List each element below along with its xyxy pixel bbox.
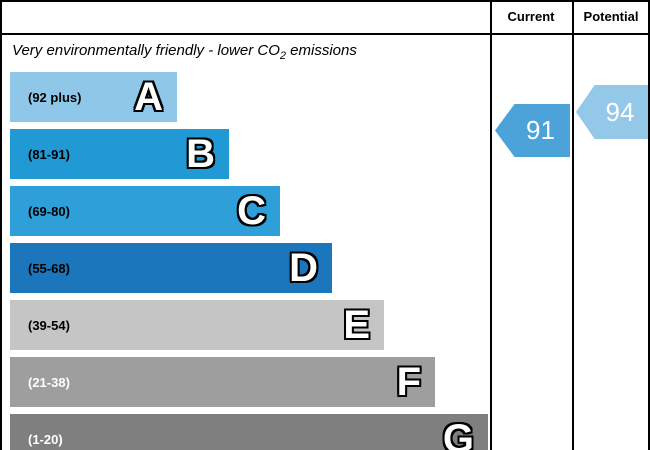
- rating-bar-a: (92 plus) A: [10, 72, 177, 122]
- chart-title-text-end: emissions: [286, 42, 357, 59]
- band-letter: E: [343, 303, 370, 347]
- band-range-label: (69-80): [28, 203, 70, 219]
- rating-bar-b: (81-91) B: [10, 129, 229, 179]
- chart-title-subscript: 2: [279, 50, 286, 62]
- current-value: 91: [526, 115, 555, 145]
- band-letter: C: [237, 189, 266, 233]
- rating-bar-e: (39-54) E: [10, 300, 384, 350]
- rating-bar-f: (21-38) F: [10, 357, 435, 407]
- band-letter: A: [134, 75, 163, 119]
- chart-title: Very environmentally friendly - lower CO…: [12, 42, 357, 62]
- current-value-pointer: 91: [495, 104, 570, 157]
- rating-bar-g: (1-20) G: [10, 414, 488, 450]
- header-divider-line: [2, 33, 648, 35]
- potential-value: 94: [605, 96, 635, 127]
- band-range-label: (81-91): [28, 146, 70, 162]
- current-column-divider: [490, 2, 492, 450]
- chart-title-text: Very environmentally friendly - lower CO: [12, 42, 280, 59]
- band-letter: D: [289, 246, 318, 290]
- potential-value-pointer: 94: [576, 85, 648, 139]
- band-range-label: (92 plus): [28, 89, 82, 105]
- current-column-header: Current: [507, 9, 555, 24]
- band-letter: G: [442, 417, 474, 450]
- potential-column-divider: [572, 2, 574, 450]
- band-range-label: (55-68): [28, 260, 70, 276]
- rating-bar-d: (55-68) D: [10, 243, 332, 293]
- potential-column-header: Potential: [583, 9, 639, 24]
- band-range-label: (39-54): [28, 317, 70, 333]
- rating-bar-c: (69-80) C: [10, 186, 280, 236]
- band-letter: B: [186, 132, 215, 176]
- band-letter: F: [396, 360, 421, 404]
- band-range-label: (21-38): [28, 374, 70, 390]
- band-range-label: (1-20): [28, 431, 63, 447]
